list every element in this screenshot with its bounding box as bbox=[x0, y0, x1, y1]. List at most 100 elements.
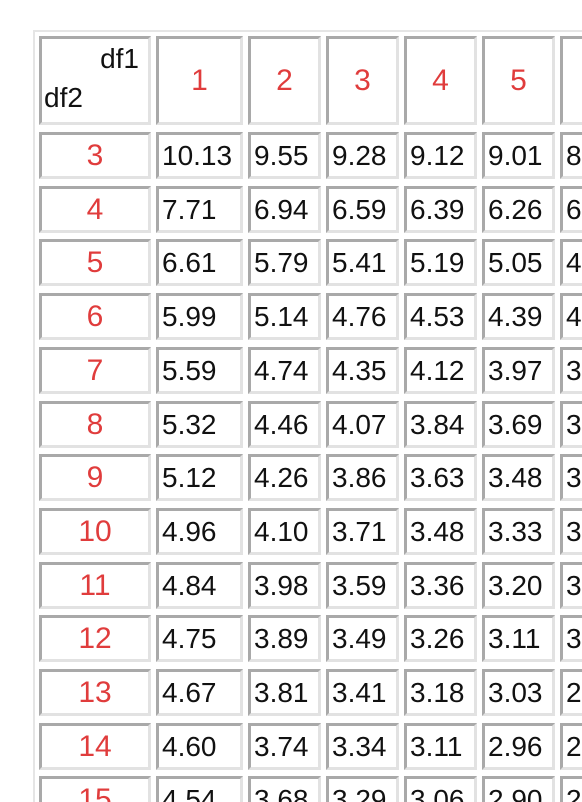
table-cell-value: 3.06 bbox=[404, 776, 477, 802]
table-cell-value: 10.13 bbox=[156, 132, 243, 179]
table-cell-value: 3.11 bbox=[482, 615, 555, 662]
row-header-df2: 11 bbox=[39, 562, 151, 609]
table-cell-value: 3 bbox=[560, 347, 582, 394]
table-cell-value: 4.35 bbox=[326, 347, 399, 394]
table-cell-value: 6 bbox=[560, 186, 582, 233]
table-cell-value: 5.99 bbox=[156, 293, 243, 340]
table-cell-value: 3.98 bbox=[248, 562, 321, 609]
table-cell-value: 4.75 bbox=[156, 615, 243, 662]
table-cell-value: 2.90 bbox=[482, 776, 555, 802]
table-cell-value: 2 bbox=[560, 723, 582, 770]
table-cell-value: 3.68 bbox=[248, 776, 321, 802]
table-cell-value: 3.33 bbox=[482, 508, 555, 555]
table-cell-value: 4.54 bbox=[156, 776, 243, 802]
table-cell-value: 3.18 bbox=[404, 669, 477, 716]
row-header-df2: 5 bbox=[39, 239, 151, 286]
table-cell-value: 3.69 bbox=[482, 401, 555, 448]
table-cell-value: 3.34 bbox=[326, 723, 399, 770]
table-cell-value: 3.20 bbox=[482, 562, 555, 609]
table-cell-value: 4.10 bbox=[248, 508, 321, 555]
table-cell-value: 5.12 bbox=[156, 454, 243, 501]
row-header-df2: 12 bbox=[39, 615, 151, 662]
table-cell-value: 9.55 bbox=[248, 132, 321, 179]
table-cell-value: 9.01 bbox=[482, 132, 555, 179]
table-cell-value: 6.39 bbox=[404, 186, 477, 233]
row-header-df2: 4 bbox=[39, 186, 151, 233]
table-cell-value: 4.39 bbox=[482, 293, 555, 340]
table-cell-value: 9.12 bbox=[404, 132, 477, 179]
table-cell-value: 2.96 bbox=[482, 723, 555, 770]
df2-label: df2 bbox=[44, 82, 83, 113]
table-cell-value: 4 bbox=[560, 239, 582, 286]
table-cell-value: 2 bbox=[560, 669, 582, 716]
column-header-df1: 4 bbox=[404, 36, 477, 125]
table-cell-value: 4.76 bbox=[326, 293, 399, 340]
table-cell-value: 3 bbox=[560, 562, 582, 609]
table-cell-value: 6.94 bbox=[248, 186, 321, 233]
row-header-df2: 13 bbox=[39, 669, 151, 716]
column-header-df1: 1 bbox=[156, 36, 243, 125]
table-cell-value: 4.46 bbox=[248, 401, 321, 448]
table-cell-value: 3 bbox=[560, 615, 582, 662]
table-cell-value: 3.89 bbox=[248, 615, 321, 662]
table-cell-value: 3.48 bbox=[482, 454, 555, 501]
table-cell-value: 5.79 bbox=[248, 239, 321, 286]
row-header-df2: 10 bbox=[39, 508, 151, 555]
table-cell-value: 2 bbox=[560, 776, 582, 802]
table-cell-value: 9.28 bbox=[326, 132, 399, 179]
row-header-df2: 14 bbox=[39, 723, 151, 770]
column-header-df1: 2 bbox=[248, 36, 321, 125]
table-cell-value: 4.67 bbox=[156, 669, 243, 716]
table-cell-value: 3.29 bbox=[326, 776, 399, 802]
table-cell-value: 3.26 bbox=[404, 615, 477, 662]
row-header-df2: 6 bbox=[39, 293, 151, 340]
table-cell-value: 3.84 bbox=[404, 401, 477, 448]
table-cell-value: 3.86 bbox=[326, 454, 399, 501]
table-cell-value: 5.05 bbox=[482, 239, 555, 286]
table-cell-value: 4.60 bbox=[156, 723, 243, 770]
table-cell-value: 5.14 bbox=[248, 293, 321, 340]
table-cell-value: 4.53 bbox=[404, 293, 477, 340]
row-header-df2: 7 bbox=[39, 347, 151, 394]
table-cell-value: 3 bbox=[560, 454, 582, 501]
table-cell-value: 8 bbox=[560, 132, 582, 179]
row-header-df2: 15 bbox=[39, 776, 151, 802]
table-cell-value: 4.26 bbox=[248, 454, 321, 501]
df1-label: df1 bbox=[100, 43, 139, 74]
column-header-df1: 5 bbox=[482, 36, 555, 125]
table-cell-value: 5.19 bbox=[404, 239, 477, 286]
table-cell-value: 3 bbox=[560, 508, 582, 555]
table-cell-value: 4 bbox=[560, 293, 582, 340]
table-cell-value: 7.71 bbox=[156, 186, 243, 233]
table-cell-value: 3.74 bbox=[248, 723, 321, 770]
row-header-df2: 3 bbox=[39, 132, 151, 179]
corner-header-cell: df1 df2 bbox=[39, 36, 151, 125]
table-cell-value: 5.59 bbox=[156, 347, 243, 394]
table-cell-value: 4.74 bbox=[248, 347, 321, 394]
table-cell-value: 3.36 bbox=[404, 562, 477, 609]
table-cell-value: 3.63 bbox=[404, 454, 477, 501]
table-cell-value: 3.11 bbox=[404, 723, 477, 770]
table-cell-value: 3.03 bbox=[482, 669, 555, 716]
row-header-df2: 8 bbox=[39, 401, 151, 448]
column-header-df1 bbox=[560, 36, 582, 125]
table-cell-value: 5.32 bbox=[156, 401, 243, 448]
table-cell-value: 6.61 bbox=[156, 239, 243, 286]
table-cell-value: 3.81 bbox=[248, 669, 321, 716]
f-distribution-table: df1 df2 1 2 3 4 5 3 10.13 9.55 9.28 9.12 9.01 8 4 7.71 6… bbox=[33, 30, 582, 802]
table-cell-value: 3.41 bbox=[326, 669, 399, 716]
table-cell-value: 3 bbox=[560, 401, 582, 448]
table-cell-value: 6.26 bbox=[482, 186, 555, 233]
table-cell-value: 3.97 bbox=[482, 347, 555, 394]
table-cell-value: 4.12 bbox=[404, 347, 477, 394]
table-cell-value: 3.49 bbox=[326, 615, 399, 662]
table-cell-value: 6.59 bbox=[326, 186, 399, 233]
table-cell-value: 4.07 bbox=[326, 401, 399, 448]
table-cell-value: 4.84 bbox=[156, 562, 243, 609]
column-header-df1: 3 bbox=[326, 36, 399, 125]
table-cell-value: 5.41 bbox=[326, 239, 399, 286]
table-cell-value: 3.48 bbox=[404, 508, 477, 555]
row-header-df2: 9 bbox=[39, 454, 151, 501]
table-cell-value: 3.59 bbox=[326, 562, 399, 609]
table-cell-value: 4.96 bbox=[156, 508, 243, 555]
